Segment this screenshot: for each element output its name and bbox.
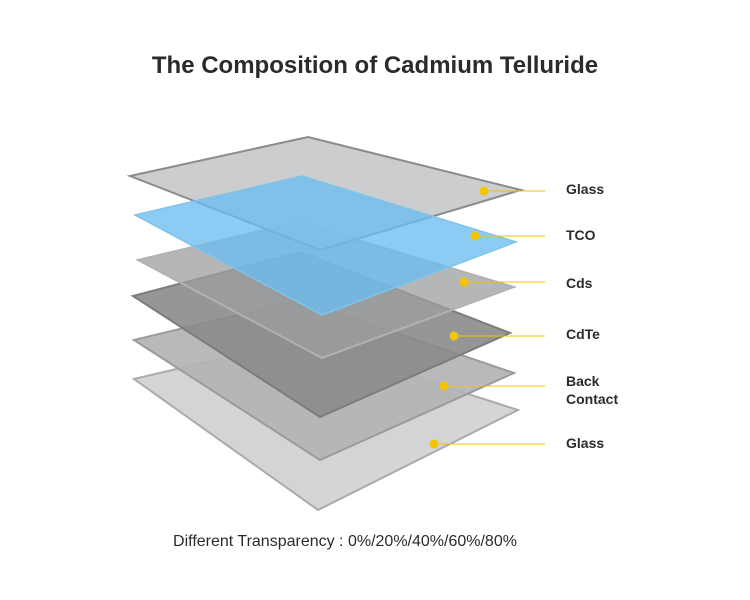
tco-layer <box>132 175 519 316</box>
leader-dot <box>449 331 459 341</box>
title: The Composition of Cadmium Telluride <box>151 52 599 79</box>
caption: Different Transparency : 0%/20%/40%/60%/… <box>173 533 517 550</box>
layer-label: Glass <box>566 435 605 451</box>
leader-dot <box>429 439 439 449</box>
leader-dot <box>470 231 480 241</box>
layer-label: TCO <box>566 227 596 243</box>
layer-label: Glass <box>566 181 605 197</box>
layer-label: Back Contact <box>566 373 619 407</box>
layer-label: Cds <box>566 275 593 291</box>
leader-dot <box>459 277 469 287</box>
leaders <box>429 186 545 449</box>
leader-dot <box>439 381 449 391</box>
layer-label: CdTe <box>566 326 600 342</box>
leader-dot <box>479 186 489 196</box>
